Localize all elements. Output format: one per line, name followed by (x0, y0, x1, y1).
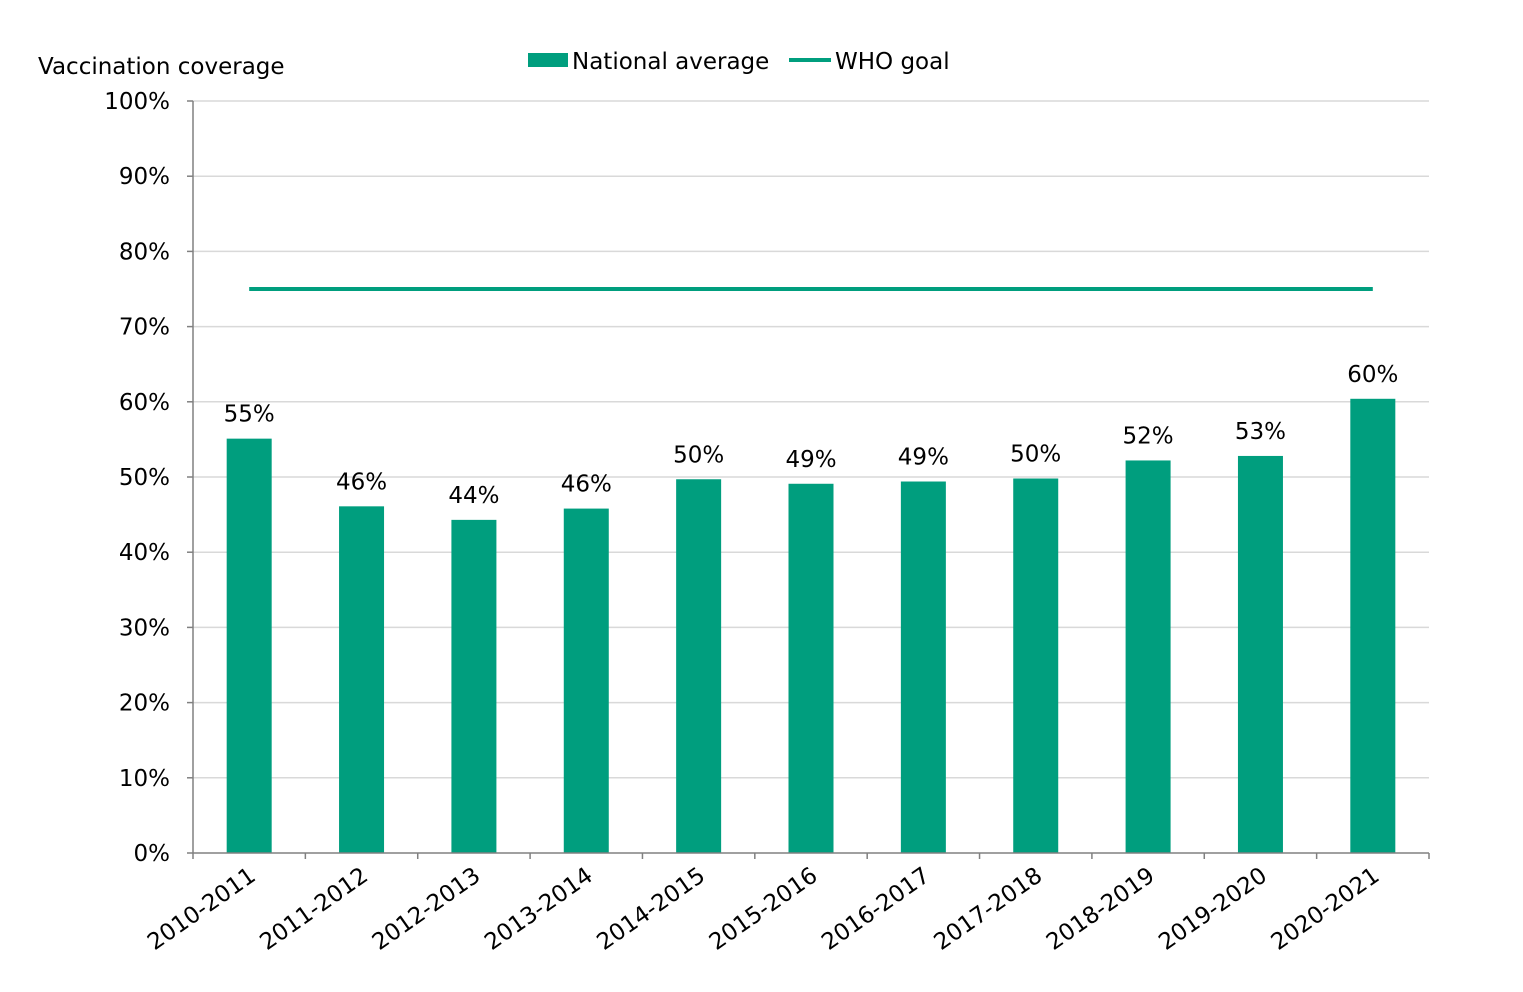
data-label: 50% (673, 442, 724, 468)
y-tick-labels: 0% 10% 20% 30% 40% 50% 60% 70% 80% 90% 100% (104, 89, 170, 867)
bar (900, 481, 946, 853)
bar-series (226, 398, 1396, 853)
y-tick-label: 10% (119, 766, 170, 792)
bar (1350, 398, 1396, 853)
bar (1125, 460, 1171, 853)
y-axis-title: Vaccination coverage (38, 54, 285, 80)
x-tick-labels: 2010-20112011-20122012-20132013-20142014… (143, 863, 1384, 956)
gridlines (193, 100, 1429, 779)
bar (563, 508, 609, 853)
y-tick-label: 70% (119, 315, 170, 341)
data-label: 50% (1010, 442, 1061, 468)
data-label: 46% (561, 472, 612, 498)
data-label: 46% (336, 469, 387, 495)
x-tick-label: 2020-2021 (1267, 863, 1385, 956)
legend-swatch-national-average (528, 53, 568, 67)
data-labels: 55% 46% 44% 46% 50% 49% 49% 50% 52% 53% 60% (224, 362, 1399, 509)
legend: National average WHO goal (528, 49, 950, 75)
bar (226, 438, 272, 853)
y-tick-label: 60% (119, 390, 170, 416)
x-tick-label: 2017-2018 (930, 863, 1048, 956)
legend-label-national-average: National average (572, 49, 769, 75)
x-tick-label: 2014-2015 (592, 863, 710, 956)
data-label: 60% (1347, 362, 1398, 388)
x-tick-label: 2019-2020 (1154, 863, 1272, 956)
x-tick-label: 2016-2017 (817, 863, 935, 956)
data-label: 49% (898, 445, 949, 471)
data-label: 52% (1123, 423, 1174, 449)
x-tick-label: 2012-2013 (368, 863, 486, 956)
legend-label-who-goal: WHO goal (835, 49, 950, 75)
y-tick-label: 20% (119, 691, 170, 717)
bar (339, 506, 385, 853)
x-tick-label: 2011-2012 (255, 863, 373, 956)
data-label: 53% (1235, 419, 1286, 445)
y-tick-label: 90% (119, 164, 170, 190)
axes (187, 100, 1430, 859)
y-tick-label: 80% (119, 239, 170, 265)
x-tick-label: 2013-2014 (480, 863, 598, 956)
y-tick-label: 0% (134, 841, 171, 867)
bar (1237, 455, 1283, 853)
y-tick-label: 100% (104, 89, 170, 115)
x-tick-label: 2015-2016 (705, 863, 823, 956)
y-tick-label: 40% (119, 540, 170, 566)
data-label: 55% (224, 402, 275, 428)
data-label: 49% (785, 447, 836, 473)
bar (676, 479, 722, 853)
data-label: 44% (448, 483, 499, 509)
y-tick-label: 50% (119, 465, 170, 491)
bar (1013, 478, 1059, 853)
bar (788, 483, 834, 853)
x-tick-label: 2010-2011 (143, 863, 261, 956)
bar (451, 519, 497, 853)
x-tick-label: 2018-2019 (1042, 863, 1160, 956)
y-tick-label: 30% (119, 615, 170, 641)
